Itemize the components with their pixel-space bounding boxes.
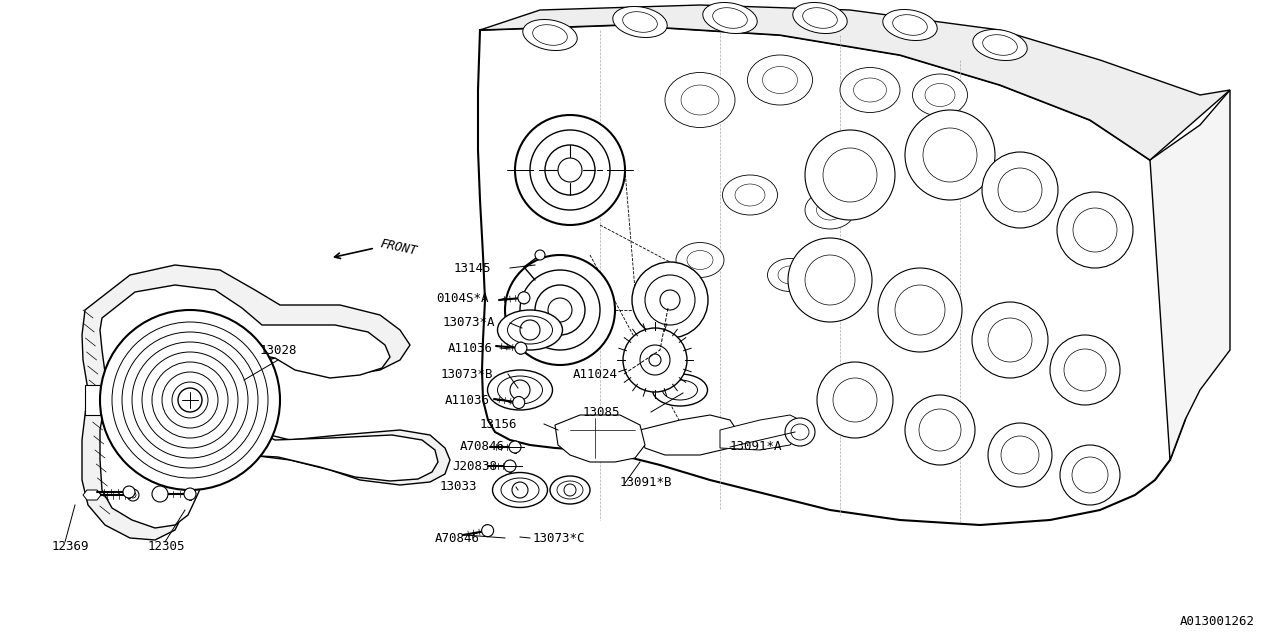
Circle shape (1060, 445, 1120, 505)
Circle shape (184, 488, 196, 500)
Text: A013001262: A013001262 (1180, 615, 1254, 628)
Text: 13156: 13156 (480, 417, 517, 431)
Circle shape (535, 250, 545, 260)
Circle shape (972, 302, 1048, 378)
Circle shape (788, 238, 872, 322)
Ellipse shape (792, 3, 847, 33)
Circle shape (123, 486, 134, 498)
Text: A11036: A11036 (448, 342, 493, 355)
Text: 13091*B: 13091*B (620, 477, 672, 490)
Polygon shape (640, 415, 740, 455)
Ellipse shape (840, 67, 900, 113)
Circle shape (660, 290, 680, 310)
Polygon shape (556, 415, 645, 462)
Ellipse shape (722, 175, 777, 215)
Ellipse shape (613, 6, 667, 38)
Polygon shape (100, 285, 438, 528)
Circle shape (649, 354, 660, 366)
Circle shape (178, 388, 202, 412)
Text: 13073*B: 13073*B (442, 367, 494, 381)
Text: 0104S*A: 0104S*A (436, 291, 489, 305)
Text: 13085: 13085 (582, 406, 620, 419)
Text: A11024: A11024 (573, 367, 618, 381)
Circle shape (506, 255, 614, 365)
Ellipse shape (498, 310, 562, 350)
Circle shape (1057, 192, 1133, 268)
Text: 13145: 13145 (454, 262, 492, 275)
Text: 12305: 12305 (148, 541, 186, 554)
Circle shape (988, 423, 1052, 487)
Circle shape (817, 362, 893, 438)
Circle shape (878, 268, 963, 352)
Circle shape (509, 441, 521, 453)
Polygon shape (84, 385, 100, 415)
Text: 12369: 12369 (52, 541, 90, 554)
Circle shape (131, 492, 136, 498)
Polygon shape (719, 415, 800, 450)
Circle shape (512, 482, 529, 498)
Circle shape (905, 110, 995, 200)
Polygon shape (83, 490, 101, 500)
Ellipse shape (748, 55, 813, 105)
Text: J20838: J20838 (452, 460, 497, 472)
Ellipse shape (768, 259, 813, 291)
Circle shape (520, 320, 540, 340)
Circle shape (515, 342, 527, 354)
Circle shape (515, 115, 625, 225)
Text: A11036: A11036 (445, 394, 490, 406)
Circle shape (805, 130, 895, 220)
Circle shape (632, 262, 708, 338)
Ellipse shape (493, 472, 548, 508)
Circle shape (481, 525, 494, 537)
Circle shape (100, 310, 280, 490)
Text: 13091*A: 13091*A (730, 440, 782, 454)
Text: 13073*C: 13073*C (532, 531, 585, 545)
Text: 13033: 13033 (440, 481, 477, 493)
Polygon shape (480, 5, 1230, 160)
Circle shape (509, 380, 530, 400)
Circle shape (127, 489, 140, 501)
Circle shape (518, 292, 530, 304)
Circle shape (545, 145, 595, 195)
Ellipse shape (666, 72, 735, 127)
Text: FRONT: FRONT (379, 237, 419, 258)
Circle shape (905, 395, 975, 465)
Ellipse shape (785, 418, 815, 446)
Ellipse shape (522, 19, 577, 51)
Text: 13073*A: 13073*A (443, 317, 495, 330)
Polygon shape (1149, 90, 1230, 460)
Ellipse shape (805, 191, 855, 229)
Circle shape (513, 396, 525, 408)
Circle shape (504, 460, 516, 472)
Ellipse shape (883, 10, 937, 40)
Ellipse shape (973, 29, 1028, 61)
Ellipse shape (913, 74, 968, 116)
Circle shape (982, 152, 1059, 228)
Ellipse shape (703, 3, 758, 33)
Text: A70846: A70846 (435, 531, 480, 545)
Ellipse shape (653, 374, 708, 406)
Circle shape (535, 285, 585, 335)
Circle shape (623, 328, 687, 392)
Ellipse shape (550, 476, 590, 504)
Text: 13028: 13028 (260, 344, 297, 356)
Ellipse shape (488, 370, 553, 410)
Circle shape (1050, 335, 1120, 405)
Polygon shape (477, 25, 1201, 525)
Text: A70846: A70846 (460, 440, 506, 454)
Circle shape (564, 484, 576, 496)
Circle shape (152, 486, 168, 502)
Polygon shape (82, 265, 451, 540)
Ellipse shape (676, 243, 724, 278)
